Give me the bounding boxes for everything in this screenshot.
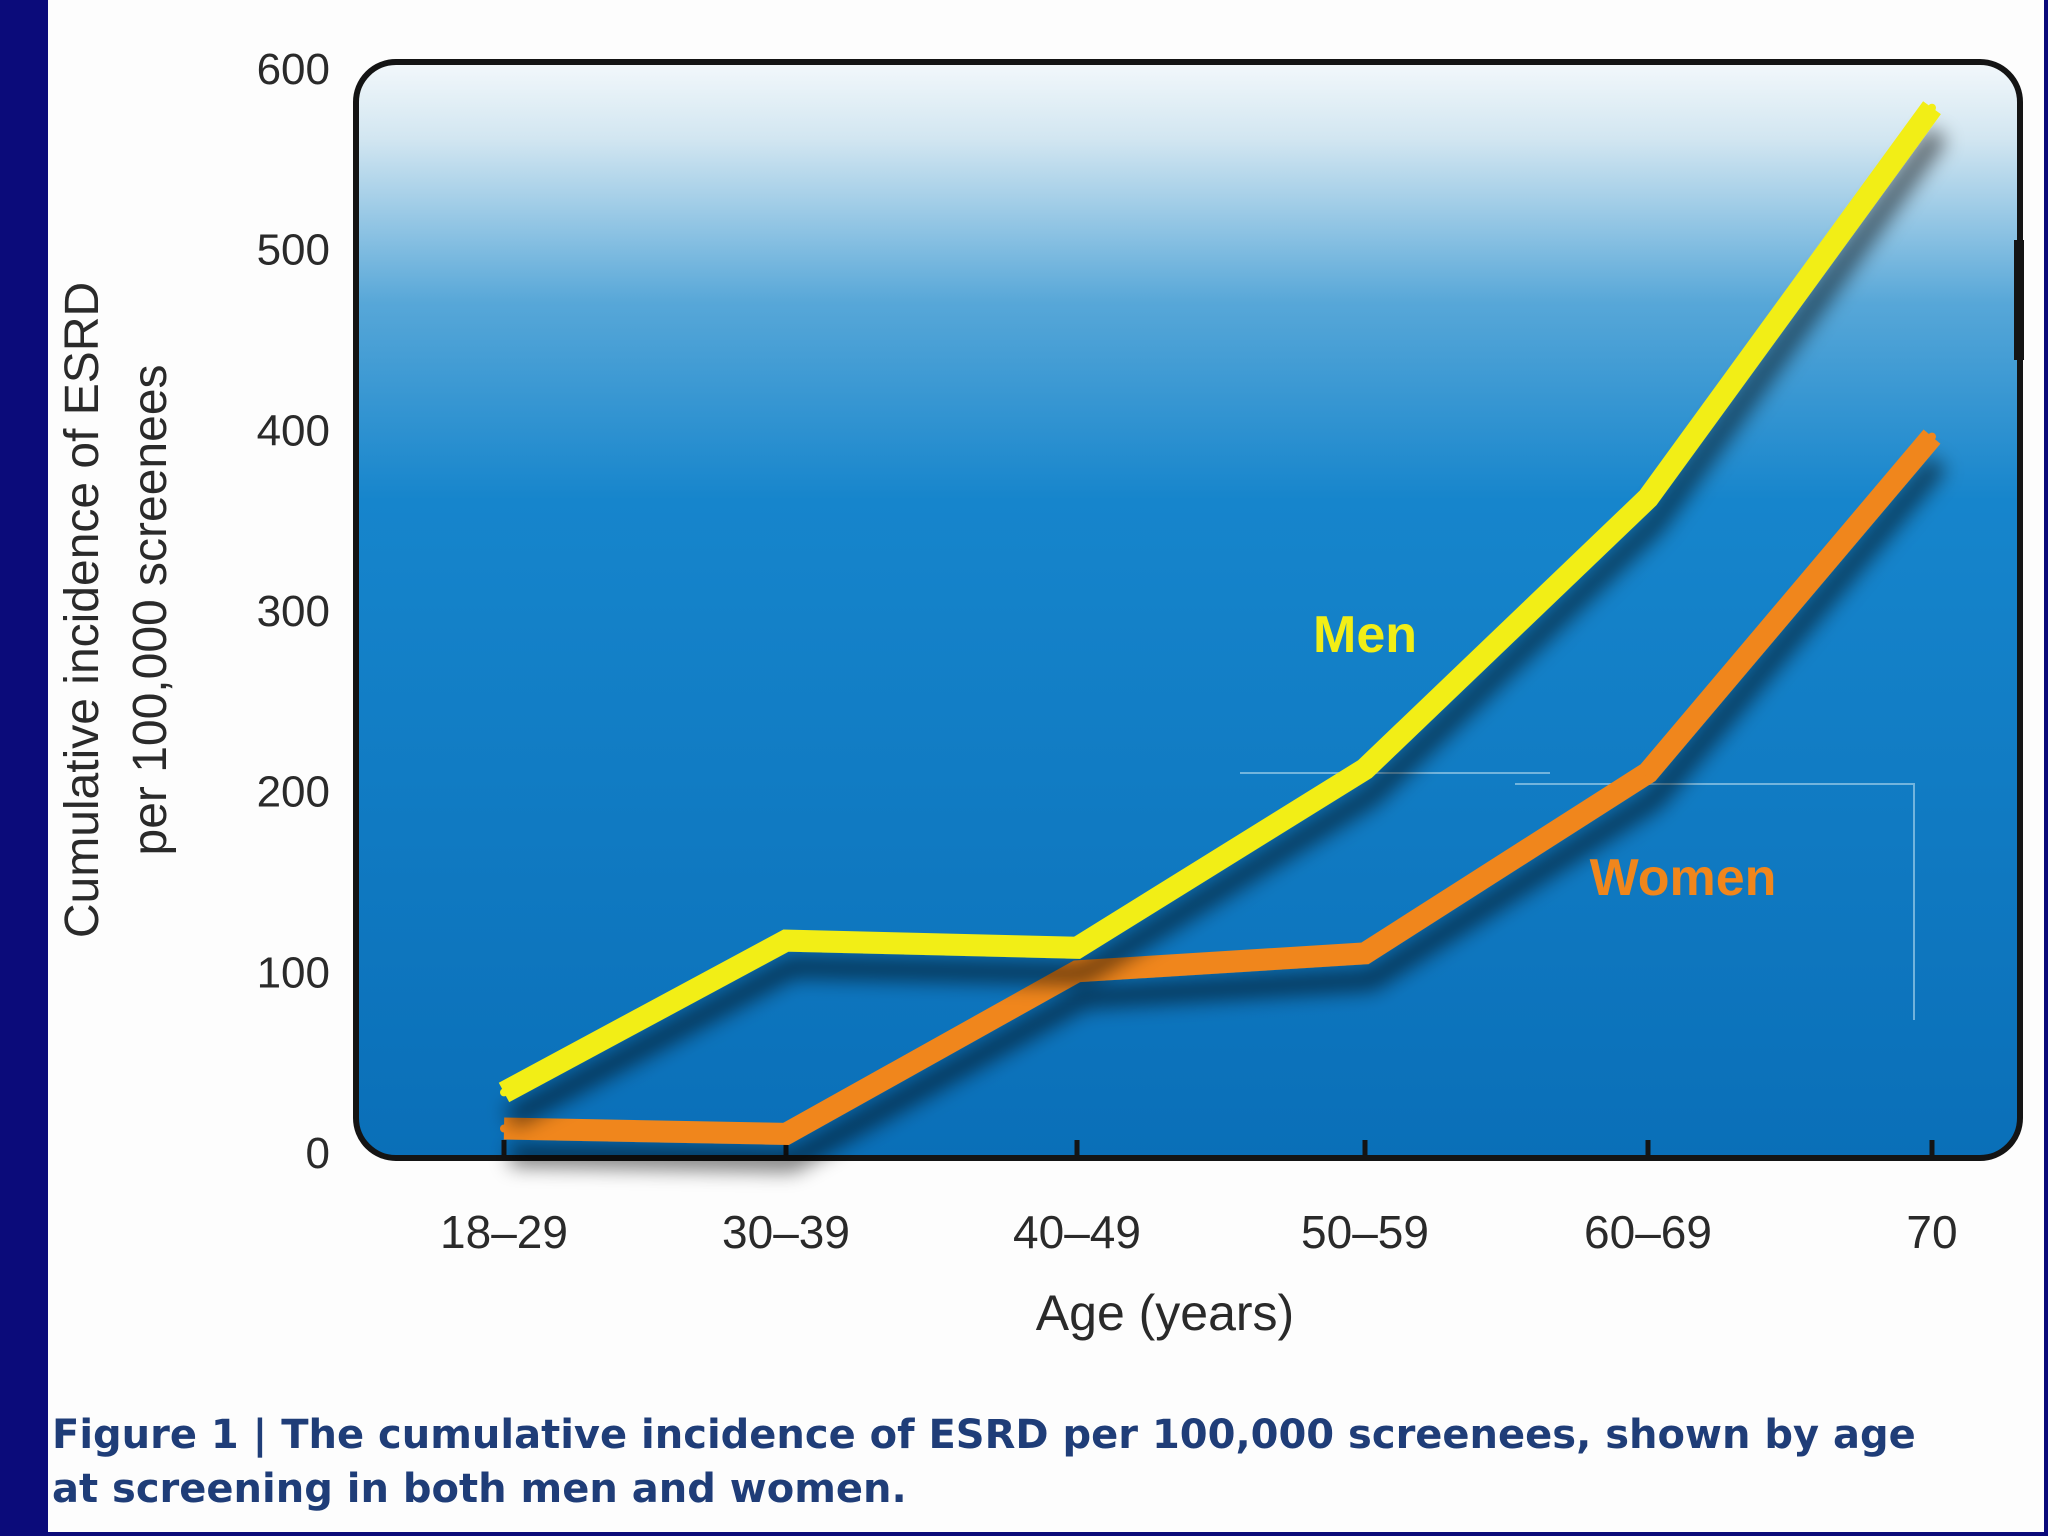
data-point-women xyxy=(1644,768,1652,777)
data-point-women xyxy=(1928,432,1936,441)
data-point-women xyxy=(782,1129,790,1138)
y-tick-label: 600 xyxy=(257,45,330,94)
data-point-men xyxy=(1361,765,1369,773)
data-point-men xyxy=(1073,943,1081,952)
y-axis-title-line2: per 100,000 screenees xyxy=(124,364,177,855)
series-label-men: Men xyxy=(1313,606,1417,664)
x-tick-label: 18–29 xyxy=(440,1206,568,1258)
x-tick-label: 50–59 xyxy=(1301,1206,1429,1258)
series-line-men xyxy=(498,101,1941,1103)
x-tick-label: 60–69 xyxy=(1584,1206,1712,1258)
y-tick-label: 200 xyxy=(257,768,330,817)
series-line-women xyxy=(503,429,1941,1145)
data-point-men xyxy=(1644,494,1652,502)
data-point-men xyxy=(500,1088,508,1097)
caption-prefix: Figure 1 | xyxy=(52,1412,282,1458)
data-point-women xyxy=(500,1124,508,1133)
data-point-men xyxy=(782,936,790,945)
data-point-women xyxy=(1073,967,1081,976)
x-tick-label: 40–49 xyxy=(1013,1206,1141,1258)
plot-background xyxy=(353,59,2023,1161)
y-tick-label: 300 xyxy=(257,587,330,636)
x-axis-title: Age (years) xyxy=(1036,1285,1294,1341)
data-point-women xyxy=(1361,949,1369,958)
series-layer xyxy=(498,101,1941,1145)
x-tick-label: 70 xyxy=(1906,1206,1957,1258)
figure-caption: Figure 1 | The cumulative incidence of E… xyxy=(52,1408,1932,1516)
y-axis-title: Cumulative incidence of ESRD per 100,000… xyxy=(56,282,177,938)
caption-text: The cumulative incidence of ESRD per 100… xyxy=(52,1412,1916,1512)
x-tick-label: 30–39 xyxy=(722,1206,850,1258)
series-labels: Men Women xyxy=(1313,606,1776,907)
series-label-women: Women xyxy=(1590,849,1777,907)
x-axis-ticks: 18–29 30–39 40–49 50–59 60–69 70 xyxy=(440,1140,1958,1258)
y-axis-title-line1: Cumulative incidence of ESRD xyxy=(56,282,109,938)
y-tick-label: 0 xyxy=(306,1129,330,1178)
y-tick-label: 400 xyxy=(257,406,330,455)
y-tick-label: 100 xyxy=(257,948,330,997)
y-tick-label: 500 xyxy=(257,226,330,275)
data-point-men xyxy=(1928,103,1936,112)
y-axis-ticks: 0 100 200 300 400 500 600 xyxy=(257,45,330,1178)
